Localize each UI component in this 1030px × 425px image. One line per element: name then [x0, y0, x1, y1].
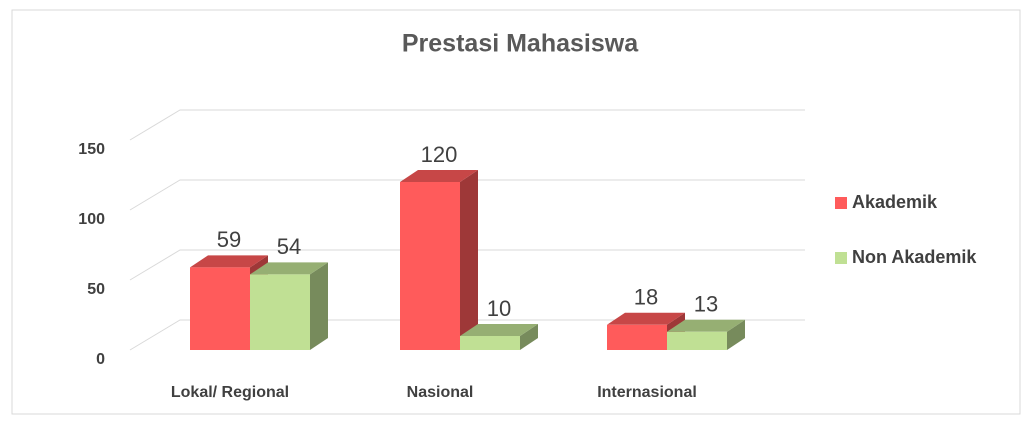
- bar-top: [460, 324, 538, 336]
- grid-line: [129, 109, 805, 141]
- data-label: 13: [694, 292, 718, 317]
- x-tick-label: Lokal/ Regional: [171, 384, 289, 401]
- legend-label: Akademik: [852, 192, 938, 212]
- bar-side: [460, 170, 478, 350]
- bar-side: [310, 262, 328, 350]
- bar: [667, 331, 727, 350]
- bar: [190, 267, 250, 350]
- bar-top: [607, 312, 685, 325]
- bar-top: [250, 262, 328, 275]
- legend-label: Non Akademik: [852, 247, 977, 267]
- bar: [400, 182, 460, 350]
- bar-top: [190, 255, 268, 268]
- y-tick-label: 0: [96, 351, 105, 368]
- chart-frame: [11, 9, 1021, 415]
- grid-line: [129, 249, 805, 281]
- y-tick-label: 50: [87, 281, 105, 298]
- bar: [460, 336, 520, 350]
- y-tick-label: 150: [78, 141, 105, 158]
- bar-side: [520, 324, 538, 350]
- grid-line: [129, 319, 805, 351]
- chart-title: Prestasi Mahasiswa: [402, 30, 639, 58]
- bar-top: [400, 170, 478, 182]
- bar: [250, 274, 310, 350]
- grid-line: [129, 179, 805, 211]
- data-label: 18: [634, 285, 658, 310]
- bar: [607, 324, 667, 350]
- bar-top: [667, 319, 745, 332]
- legend-swatch: [835, 252, 847, 264]
- data-label: 10: [487, 296, 511, 321]
- data-label: 54: [277, 234, 301, 259]
- x-tick-label: Nasional: [407, 384, 474, 401]
- y-tick-label: 100: [78, 211, 105, 228]
- x-tick-label: Internasional: [597, 384, 697, 401]
- data-label: 120: [421, 142, 458, 167]
- bar-side: [727, 319, 745, 350]
- legend-swatch: [835, 197, 847, 209]
- data-label: 59: [217, 227, 241, 252]
